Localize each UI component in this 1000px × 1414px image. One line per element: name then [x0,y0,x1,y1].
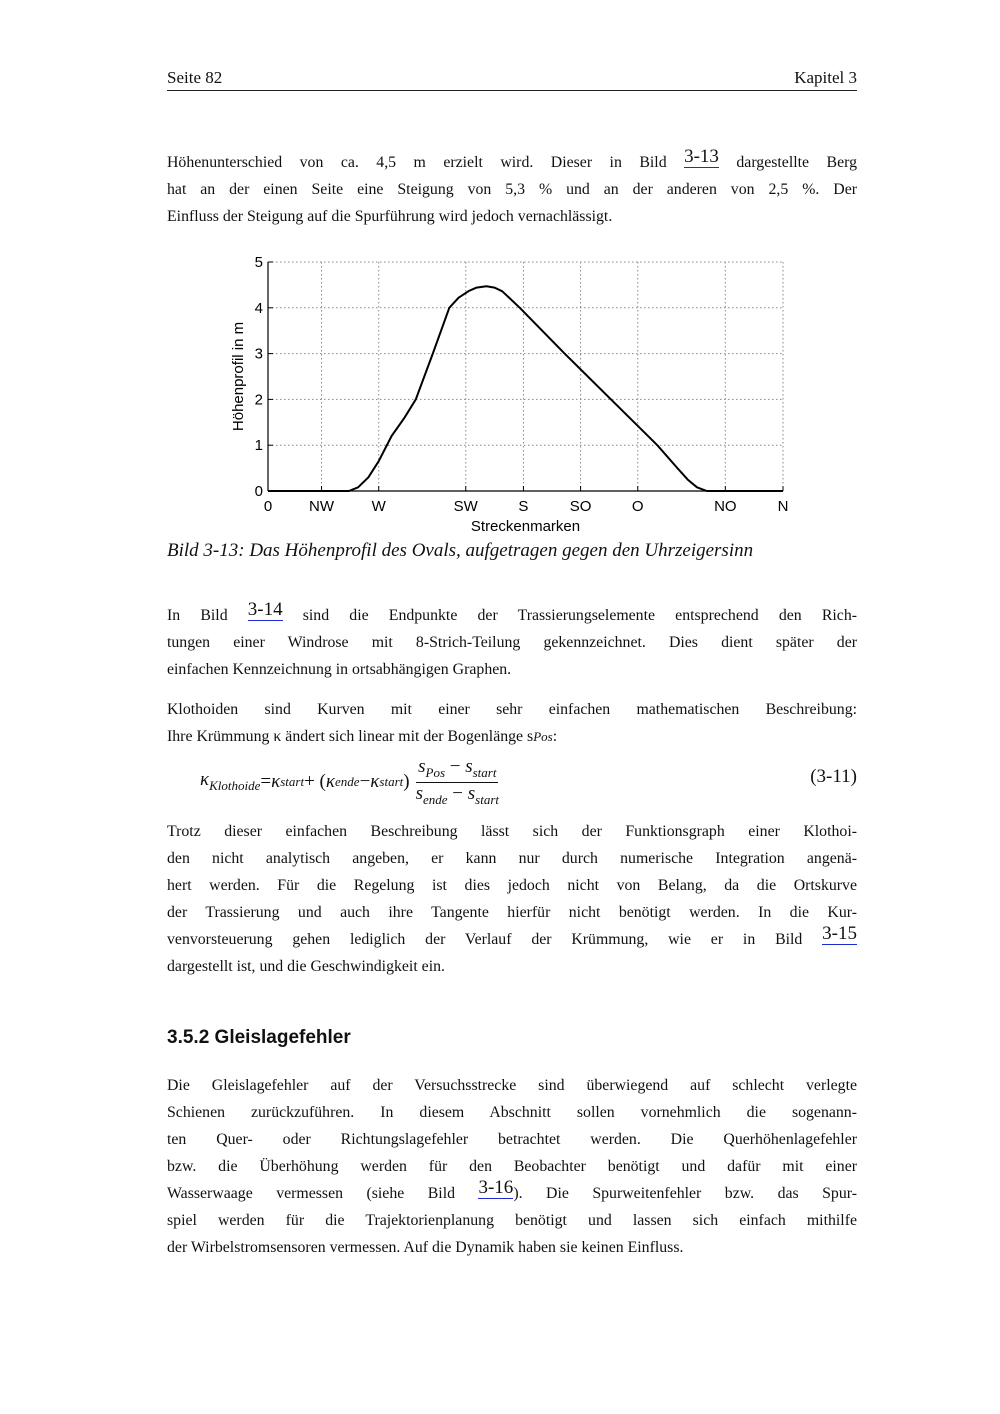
text-line: Einfluss der Steigung auf die Spurführun… [167,197,857,225]
paragraph-2: In Bild 3-14 sind die Endpunkte der Tras… [167,596,857,678]
subscript: Pos [533,728,553,744]
y-tick-label: 5 [255,254,263,271]
x-tick-label: 0 [264,498,272,515]
text-segment: Höhenunterschied von ca. 4,5 m erzielt w… [167,153,685,171]
text-segment: sind die Endpunkte der Trassierungseleme… [282,606,857,624]
text-line: Trotz dieser einfachen Beschreibung läss… [167,812,857,840]
text-line: der Trassierung und auch ihre Tangente h… [167,893,857,921]
text-segment: Trotz dieser einfachen Beschreibung läss… [167,822,857,840]
x-axis-label: Streckenmarken [471,518,580,535]
text-line: Schienen zurückzuführen. In diesem Absch… [167,1093,857,1121]
height-profile-line [268,285,783,492]
text-segment: Wasserwaage vermessen (siehe Bild [167,1184,479,1202]
height-profile-chart: 0 1 2 3 4 5 0 NW W SW S SO O NO N Streckenmarken Höhenpr… [230,254,789,535]
equation-klothoide: κKlothoide = κ start + ( κ ende − κ start )… [200,756,499,807]
equation-number: (3-11) [810,766,857,787]
text-line: In Bild 3-14 sind die Endpunkte der Tras… [167,596,857,624]
paragraph-5: Die Gleislagefehler auf der Versuchsstre… [167,1066,857,1256]
text-line: hert werden. Für die Regelung ist dies j… [167,866,857,894]
text-line: dargestellt ist, und die Geschwindigkeit… [167,947,857,975]
text-line: Klothoiden sind Kurven mit einer sehr ei… [167,690,857,718]
y-tick-label: 1 [255,437,263,454]
text-line: hat an der einen Seite eine Steigung von… [167,170,857,198]
text-segment: der Trassierung und auch ihre Tangente h… [167,903,857,921]
eq-fraction: sPos − sstart sende − sstart [415,756,499,807]
text-line: Die Gleislagefehler auf der Versuchsstre… [167,1066,857,1094]
text-line: einfachen Kennzeichnung in ortsabhängige… [167,650,857,678]
text-segment: : [552,727,558,745]
paragraph-1: Höhenunterschied von ca. 4,5 m erzielt w… [167,143,857,225]
x-tick-label: NW [309,498,335,515]
text-segment: der Wirbelstromsensoren vermessen. Auf d… [167,1238,684,1256]
figure-caption: Bild 3-13: Das Höhenprofil des Ovals, au… [167,540,754,561]
y-axis-label: Höhenprofil in m [230,322,247,431]
text-segment: Ihre Krümmung κ ändert sich linear mit d… [167,727,534,745]
y-tick-label: 0 [255,483,263,500]
x-tick-label: W [372,498,387,515]
figure-reference-link[interactable]: 3-14 [247,599,283,621]
text-segment: tungen einer Windrose mit 8-Strich-Teilu… [167,633,857,651]
text-line: Ihre Krümmung κ ändert sich linear mit d… [167,717,857,745]
header-rule [167,90,857,91]
text-segment: spiel werden für die Trajektorienplanung… [167,1211,857,1229]
x-tick-label: N [778,498,789,515]
text-segment: Klothoiden sind Kurven mit einer sehr ei… [167,700,857,718]
text-segment: venvorsteuerung gehen lediglich der Verl… [167,930,823,948]
text-line: Höhenunterschied von ca. 4,5 m erzielt w… [167,143,857,171]
text-line: Wasserwaage vermessen (siehe Bild 3-16).… [167,1174,857,1202]
text-segment: Einfluss der Steigung auf die Spurführun… [167,207,613,225]
y-tick-label: 2 [255,391,263,408]
text-segment: Schienen zurückzuführen. In diesem Absch… [167,1103,857,1121]
text-segment: dargestellte Berg [718,153,857,171]
x-tick-label: S [518,498,528,515]
text-segment: ten Quer- oder Richtungslagefehler betra… [167,1130,857,1148]
text-segment: den nicht analytisch angeben, er kann nu… [167,849,857,867]
text-segment: dargestellt ist, und die Geschwindigkeit… [167,957,445,975]
text-segment: hat an der einen Seite eine Steigung von… [167,180,857,198]
text-segment: In Bild [167,606,248,624]
text-segment: ). Die Spurweitenfehler bzw. das Spur- [513,1184,857,1202]
text-line: den nicht analytisch angeben, er kann nu… [167,839,857,867]
x-tick-label: O [632,498,644,515]
paragraph-3: Klothoiden sind Kurven mit einer sehr ei… [167,690,857,745]
text-line: bzw. die Überhöhung werden für den Beoba… [167,1147,857,1175]
x-tick-label: SO [570,498,592,515]
text-segment: bzw. die Überhöhung werden für den Beoba… [167,1157,857,1175]
figure-reference-link[interactable]: 3-15 [822,923,857,945]
eq-lhs: κKlothoide [200,769,261,794]
x-tick-label: SW [454,498,479,515]
paragraph-4: Trotz dieser einfachen Beschreibung läss… [167,812,857,975]
text-line: der Wirbelstromsensoren vermessen. Auf d… [167,1228,857,1256]
text-segment: einfachen Kennzeichnung in ortsabhängige… [167,660,512,678]
page-number: Seite 82 [167,68,223,87]
y-tick-label: 4 [255,300,263,317]
text-line: tungen einer Windrose mit 8-Strich-Teilu… [167,623,857,651]
figure-reference-link[interactable]: 3-16 [478,1177,514,1199]
x-tick-label: NO [714,498,737,515]
figure-reference-link[interactable]: 3-13 [684,146,719,168]
chapter-label: Kapitel 3 [794,68,857,87]
text-segment: hert werden. Für die Regelung ist dies j… [167,876,857,894]
text-line: spiel werden für die Trajektorienplanung… [167,1201,857,1229]
section-heading: 3.5.2 Gleislagefehler [167,1027,351,1048]
text-segment: Die Gleislagefehler auf der Versuchsstre… [167,1076,857,1094]
text-line: ten Quer- oder Richtungslagefehler betra… [167,1120,857,1148]
text-line: venvorsteuerung gehen lediglich der Verl… [167,920,857,948]
y-tick-label: 3 [255,346,263,363]
